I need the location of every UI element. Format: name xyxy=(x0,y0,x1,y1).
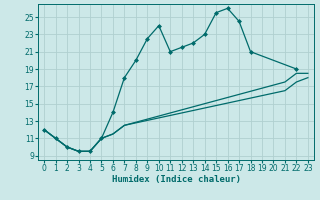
X-axis label: Humidex (Indice chaleur): Humidex (Indice chaleur) xyxy=(111,175,241,184)
